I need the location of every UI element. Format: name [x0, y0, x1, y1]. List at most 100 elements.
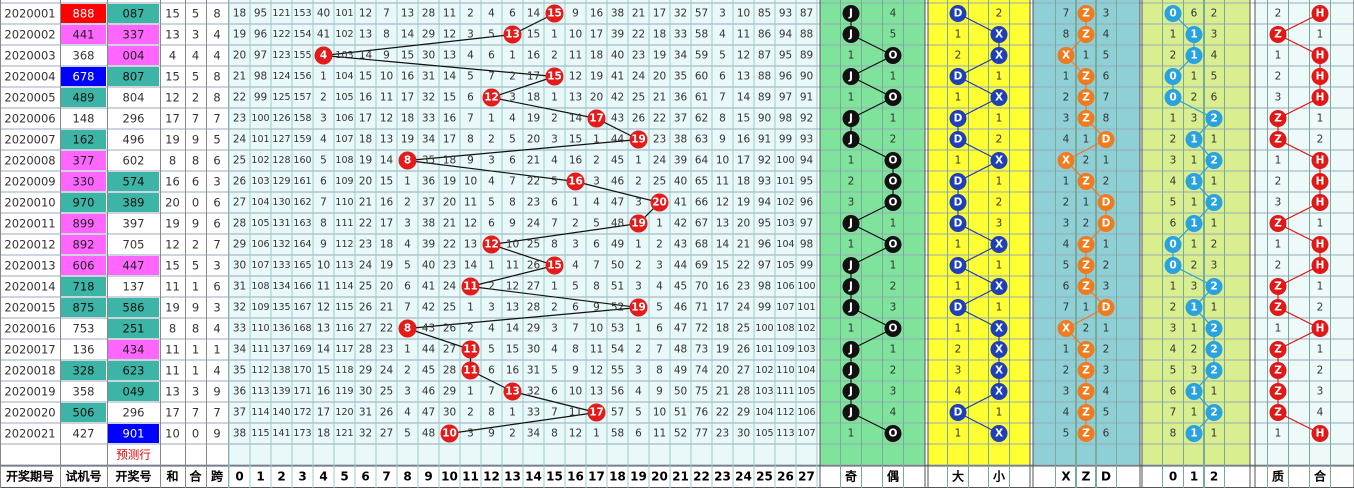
ball-label: 2	[1210, 323, 1217, 335]
omission-value: 163	[293, 218, 311, 229]
omission-value: 27	[380, 428, 393, 440]
section-ball	[1185, 383, 1203, 400]
ball-label: 1	[1190, 134, 1197, 146]
section-ball	[1311, 320, 1329, 337]
omission-value: 11	[653, 428, 666, 440]
omission-value: 2	[656, 239, 663, 251]
cell-trial: 899	[73, 217, 95, 231]
omission-value: 11	[590, 344, 603, 356]
section-ball	[990, 383, 1008, 400]
omission-value: 11	[506, 260, 519, 272]
omission-value: 19	[527, 113, 540, 125]
section-count: 7	[1103, 92, 1110, 104]
omission-value: 55	[611, 365, 624, 377]
column-header: 6	[361, 470, 369, 484]
cell-sum: 10	[165, 427, 180, 441]
ball-label: D	[954, 197, 963, 209]
omission-value: 98	[254, 71, 267, 83]
cell-draw: 434	[123, 343, 145, 357]
section-count: 5	[890, 29, 897, 41]
section-ball	[1077, 68, 1095, 85]
cell-highlight	[61, 214, 106, 233]
omission-value: 102	[755, 365, 773, 376]
ball-label: D	[954, 113, 963, 125]
section-ball	[1057, 152, 1075, 169]
cell-trial: 328	[73, 364, 95, 378]
cell-draw: 337	[123, 28, 145, 42]
section-count: 2	[1103, 344, 1110, 356]
omission-value: 26	[359, 302, 373, 314]
cell-he: 2	[192, 91, 199, 105]
omission-value: 47	[611, 197, 624, 209]
cell-span: 6	[213, 196, 220, 210]
section-ball	[842, 110, 860, 127]
section-count: 1	[955, 92, 962, 104]
omission-value: 2	[572, 218, 579, 230]
omission-value: 10	[716, 155, 729, 167]
omission-value: 15	[380, 176, 393, 188]
omission-value: 21	[527, 155, 540, 167]
section-ball	[990, 89, 1008, 106]
omission-value: 101	[251, 134, 269, 145]
ball-label: 11	[463, 281, 478, 293]
omission-value: 3	[404, 386, 411, 398]
section-area	[928, 0, 1030, 466]
ball-label: J	[848, 281, 853, 293]
omission-value: 109	[335, 176, 353, 187]
omission-value: 29	[737, 407, 750, 419]
omission-value: 74	[695, 365, 709, 377]
omission-value: 13	[359, 29, 372, 41]
column-header: 19	[630, 470, 647, 484]
ball-label: D	[1102, 197, 1111, 209]
omission-value: 4	[488, 323, 495, 335]
section-count: 1	[1275, 50, 1282, 62]
column-header: 18	[609, 470, 626, 484]
cell-highlight	[61, 193, 106, 212]
omission-value: 95	[779, 50, 792, 62]
omission-value: 48	[422, 428, 435, 440]
sum-ball	[587, 403, 606, 422]
section-count: 4	[1211, 50, 1218, 62]
ball-label: O	[889, 176, 898, 188]
section-count: 7	[1063, 302, 1070, 314]
sum-ball	[440, 424, 459, 443]
omission-value: 105	[251, 218, 269, 229]
omission-value: 100	[755, 323, 773, 334]
omission-value: 2	[488, 281, 495, 293]
section-ball	[1164, 5, 1182, 22]
omission-value: 15	[527, 29, 540, 41]
ball-label: J	[848, 260, 853, 272]
omission-value: 57	[611, 407, 624, 419]
omission-value: 5	[404, 428, 411, 440]
section-ball	[1077, 173, 1095, 190]
section-count: 2	[1317, 134, 1324, 146]
ball-label: X	[995, 50, 1003, 62]
ball-label: 0	[1169, 239, 1176, 251]
omission-value: 26	[632, 113, 646, 125]
omission-value: 8	[719, 113, 726, 125]
omission-value: 14	[506, 323, 520, 335]
omission-value: 1	[635, 155, 642, 167]
cell-sum: 11	[165, 280, 180, 294]
omission-value: 93	[758, 176, 771, 188]
ball-label: 4	[320, 50, 327, 62]
cell-span: 4	[213, 364, 220, 378]
ball-label: X	[1062, 323, 1070, 335]
omission-value: 157	[293, 92, 311, 103]
omission-value: 7	[488, 71, 495, 83]
section-ball	[949, 68, 967, 85]
omission-value: 105	[797, 386, 815, 397]
omission-value: 92	[758, 155, 771, 167]
omission-value: 16	[317, 386, 331, 398]
omission-value: 91	[758, 134, 771, 146]
omission-value: 8	[656, 365, 663, 377]
cell-he: 6	[192, 175, 199, 189]
ball-label: D	[954, 218, 963, 230]
omission-value: 105	[776, 260, 794, 271]
sum-ball	[650, 193, 669, 212]
omission-value: 100	[797, 281, 815, 292]
ball-label: Z	[1082, 8, 1090, 20]
cell-trial: 148	[73, 112, 95, 126]
omission-value: 1	[509, 50, 516, 62]
section-count: 1	[955, 281, 962, 293]
